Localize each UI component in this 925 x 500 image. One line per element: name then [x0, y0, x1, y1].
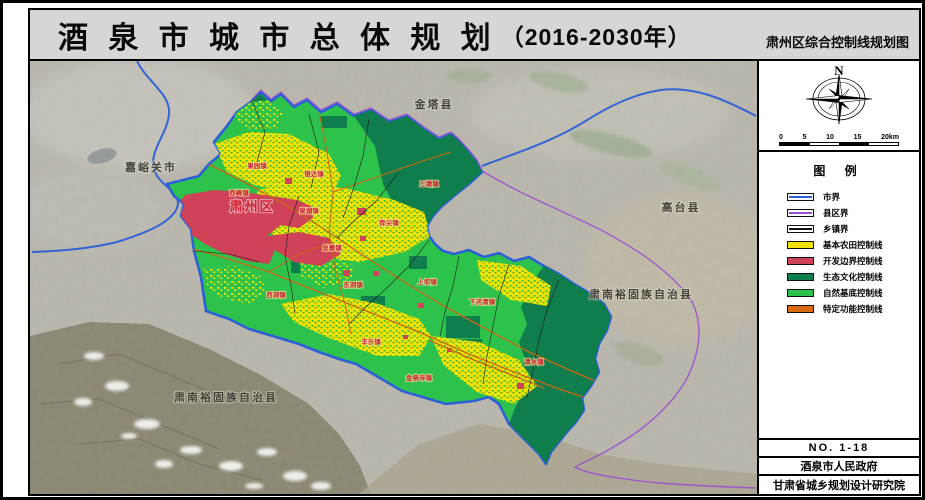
page-title: 酒 泉 市 城 市 总 体 规 划: [58, 21, 497, 55]
county-label: 肃南裕固族自治县: [174, 390, 278, 404]
map-canvas: 金塔县 嘉峪关市 高台县 肃南裕固族自治县 肃南裕固族自治县 肃州区 果园镇 银…: [30, 61, 757, 494]
north-label: N: [834, 63, 844, 78]
county-label: 金塔县: [414, 97, 454, 111]
development-zones: [178, 178, 524, 389]
map-svg: 金塔县 嘉峪关市 高台县 肃南裕固族自治县 肃南裕固族自治县 肃州区 果园镇 银…: [30, 61, 757, 494]
natural-base-swatch-icon: [787, 289, 814, 297]
township-label: 东洞镇: [343, 280, 363, 289]
township-label: 铧尖镇: [379, 218, 399, 227]
function-corridors: [167, 111, 608, 403]
county-boundary-swatch-icon: [787, 209, 814, 217]
township-label: 下河清镇: [469, 297, 496, 306]
government-name: 酒泉市人民政府: [759, 458, 919, 476]
compass-box: N: [759, 61, 919, 152]
legend-item: 基本农田控制线: [787, 239, 919, 251]
township-label: 西洞镇: [266, 290, 286, 299]
legend-item: 市界: [787, 191, 919, 203]
township-label: 总寨镇: [322, 243, 342, 252]
scale-tick: 10: [826, 134, 834, 141]
township-boundary-swatch-icon: [787, 225, 814, 233]
county-boundary-line: [478, 168, 757, 489]
township-label: 果园镇: [246, 161, 267, 170]
township-label: 银达镇: [304, 169, 324, 178]
eco-culture-swatch-icon: [787, 273, 814, 281]
legend-box: 图 例 市界 县区界 乡镇界 基本农田控制: [759, 152, 919, 440]
township-boundaries: [193, 100, 560, 399]
county-label: 嘉峪关市: [124, 160, 177, 174]
sheet-number: NO. 1-18: [759, 440, 919, 458]
page-title-years: （2016-2030年）: [500, 23, 692, 50]
map-frame: 酒 泉 市 城 市 总 体 规 划 （2016-2030年） 肃州区综合控制线规…: [28, 8, 921, 496]
scale-bar: 0 5 10 15 20km: [779, 134, 899, 146]
title-band: 酒 泉 市 城 市 总 体 规 划 （2016-2030年） 肃州区综合控制线规…: [30, 10, 919, 61]
county-label: 高台县: [662, 200, 701, 214]
development-swatch-icon: [787, 257, 814, 265]
township-label: 三墩镇: [419, 179, 439, 188]
legend-item: 乡镇界: [787, 223, 919, 235]
scale-tick: 15: [853, 134, 862, 141]
farmland-swatch-icon: [787, 241, 814, 249]
scale-tick: 0: [779, 134, 783, 141]
special-function-swatch-icon: [787, 305, 814, 313]
township-label: 金佛寺镇: [405, 373, 433, 382]
side-panel: N: [757, 61, 919, 494]
city-boundary-ne: [481, 88, 757, 167]
township-label: 清水镇: [524, 357, 544, 366]
legend-item: 开发边界控制线: [787, 255, 919, 267]
township-label: 西峰镇: [229, 188, 249, 197]
sheet-subtitle: 肃州区综合控制线规划图: [765, 35, 909, 50]
institute-name: 甘肃省城乡规划设计研究院: [759, 476, 919, 494]
township-label: 丰乐镇: [361, 337, 381, 346]
township-label: 泉湖镇: [299, 206, 319, 215]
compass-rose-icon: [805, 73, 873, 125]
legend-item: 生态文化控制线: [787, 271, 919, 283]
legend-item: 自然基底控制线: [787, 287, 919, 299]
district-label: 肃州区: [229, 199, 274, 214]
county-boundary-north: [251, 89, 483, 171]
legend-item: 特定功能控制线: [787, 303, 919, 315]
legend-item: 县区界: [787, 207, 919, 219]
content-row: 金塔县 嘉峪关市 高台县 肃南裕固族自治县 肃南裕固族自治县 肃州区 果园镇 银…: [30, 61, 919, 494]
county-label: 肃南裕固族自治县: [589, 287, 693, 301]
scale-tick: 5: [802, 134, 807, 141]
township-label: 上坝镇: [417, 277, 437, 286]
legend-title: 图 例: [813, 164, 865, 178]
city-boundary-swatch-icon: [787, 193, 814, 201]
map-labels: 金塔县 嘉峪关市 高台县 肃南裕固族自治县 肃南裕固族自治县 肃州区 果园镇 银…: [123, 96, 701, 405]
scale-tick: 20km: [881, 134, 899, 141]
